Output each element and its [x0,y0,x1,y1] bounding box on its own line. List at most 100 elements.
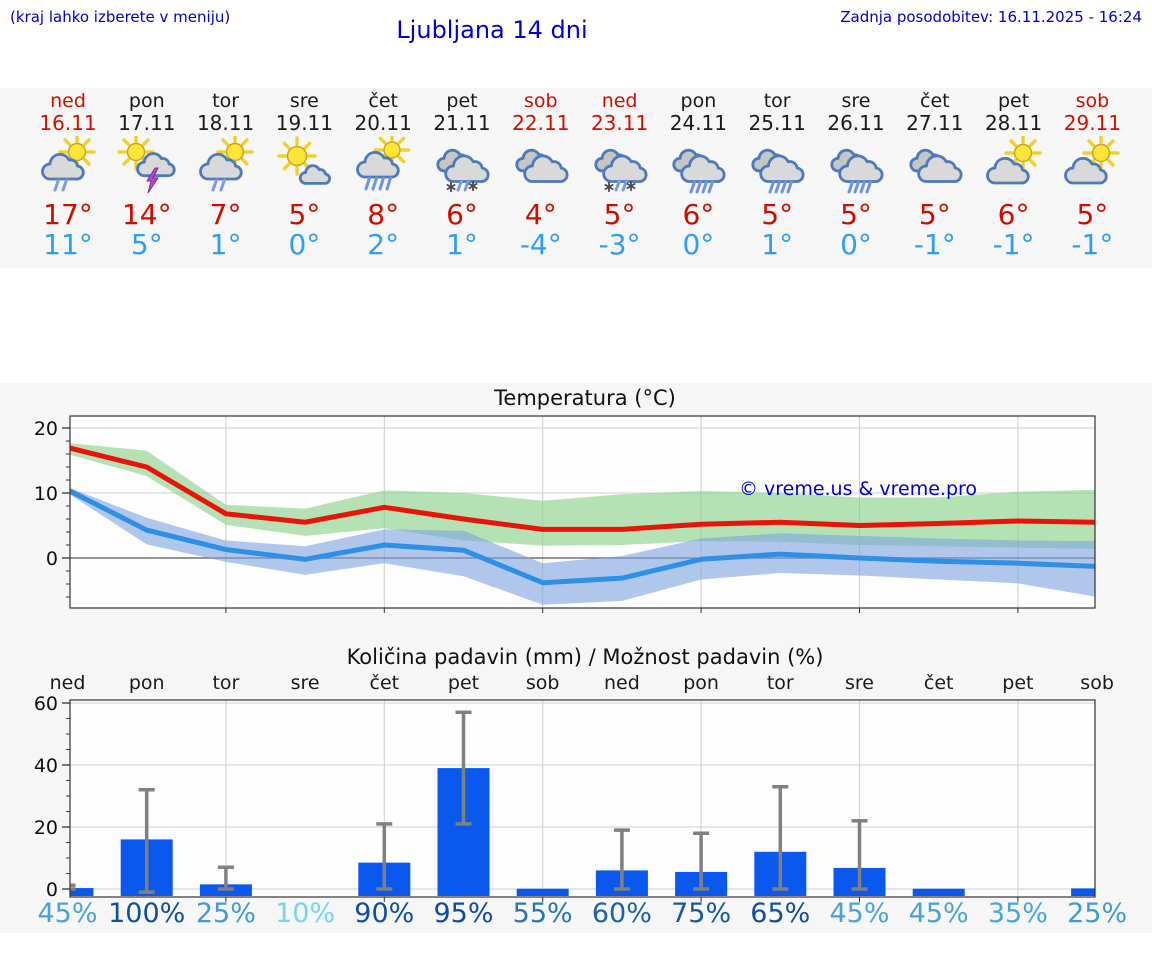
precip-error-bar [217,865,234,891]
precipitation-chart: 0 20 40 60 [34,693,1096,902]
day-name: tor [212,90,240,112]
day-name: pet [446,90,478,112]
day-max-temp: 5° [288,198,321,231]
day-date: 17.11 [118,111,176,135]
day-max-temp: 5° [761,198,794,231]
day-cell: sob 22.11 4° -4° [498,90,584,260]
precip-day-label: pet [1002,672,1034,694]
precip-probability-label: 10% [275,898,336,929]
sun-cloud-icon [1064,134,1121,185]
precip-probability-label: 100% [108,898,186,929]
charts-figure: 0 10 20 0 20 40 60 [0,383,1152,933]
temperature-chart-title: Temperatura (°C) [494,386,676,410]
day-max-temp: 6° [997,198,1030,231]
day-cell: čet 27.11 5° -1° [892,90,978,260]
precip-probability-label: 95% [433,898,494,929]
day-name: tor [763,90,791,112]
day-cell: ned 23.11 5° -3° [577,90,663,260]
day-name: čet [368,90,398,112]
page-title: Ljubljana 14 dni [396,16,588,44]
day-date: 25.11 [748,111,806,135]
day-min-temp: -1° [1071,228,1114,261]
precip-probability-label: 45% [829,898,890,929]
sun-cloud-icon [985,134,1042,185]
clouds-rain-icon [672,148,726,194]
day-name: čet [920,90,950,112]
day-max-temp: 5° [1076,198,1109,231]
day-name: pon [128,90,165,112]
precip-day-label: ned [603,672,640,694]
day-min-temp: 0° [840,228,872,261]
day-date: 18.11 [196,111,255,135]
day-min-temp: -3° [598,228,641,261]
precip-day-label: tor [766,672,794,694]
precip-probability-label: 55% [512,898,573,929]
day-name: sre [841,90,871,112]
day-cell: sob 29.11 5° -1° [1049,90,1135,260]
precip-error-bar [693,831,710,891]
sun-cloud-rain-icon [41,133,96,192]
sun-small-cloud-icon [277,136,332,185]
last-update-text: Zadnja posodobitev: 16.11.2025 - 16:24 [840,8,1142,26]
day-cell: sre 26.11 5° 0° [813,90,899,260]
precip-bar [70,888,94,896]
precip-error-bar [455,710,472,826]
day-min-temp: 1° [761,228,794,261]
precip-probability-label: 65% [750,898,811,929]
temp-ytick-label: 10 [34,483,58,505]
day-cell: ned 16.11 17° 11° [25,90,111,260]
precip-probability-label: 35% [987,898,1048,929]
day-date: 23.11 [590,111,649,135]
day-min-temp: 0° [682,228,715,261]
precip-day-label: čet [369,672,400,694]
day-date: 29.11 [1063,111,1122,135]
day-max-temp: 6° [682,198,715,231]
precip-day-label: sob [1080,672,1114,694]
day-cell: sre 19.11 5° 0° [261,90,347,260]
day-date: 20.11 [354,111,412,135]
precipitation-chart-title: Količina padavin (mm) / Možnost padavin … [346,645,824,669]
sun-cloud-rain-icon [198,133,254,192]
min-temperature-line [70,488,1095,586]
precip-probability-label: 60% [591,898,652,929]
temp-ytick-label: 0 [46,548,58,570]
charts-svg: 0 10 20 0 20 40 60 [34,415,1096,902]
day-name: sre [289,90,319,112]
day-max-temp: 14° [121,198,172,231]
temp-ytick-label: 20 [34,418,58,440]
day-date: 16.11 [39,111,97,135]
day-cell: tor 25.11 5° 1° [734,90,820,260]
day-cell: čet 20.11 8° 2° [340,90,426,260]
day-min-temp: 1° [446,228,478,261]
precip-error-bar [851,819,868,891]
precip-probability-label: 25% [1067,898,1128,929]
day-date: 26.11 [827,111,885,135]
day-max-temp: 5° [918,198,951,231]
precip-day-label: pon [128,672,165,694]
clouds-icon [515,148,569,183]
day-date: 19.11 [275,111,334,135]
clouds-icon [909,148,963,183]
temperature-chart: 0 10 20 [34,415,1096,613]
precip-ytick-label: 60 [34,693,58,715]
precip-day-label: pet [447,672,480,694]
precip-error-bar [772,784,789,891]
day-date: 21.11 [433,111,491,135]
precip-ytick-label: 40 [34,755,58,777]
day-cell: pon 24.11 6° 0° [655,90,741,260]
precip-probability-label: 90% [354,898,415,929]
day-max-temp: 8° [367,198,400,231]
day-min-temp: -1° [992,228,1035,261]
sun-cloud-heavy-rain-icon [356,131,411,191]
precip-ytick-label: 20 [34,817,58,839]
day-min-temp: -1° [913,228,956,261]
precip-day-label: tor [212,672,240,694]
precip-error-bar [376,822,393,891]
day-name: pet [997,90,1030,112]
clouds-rain-icon [830,148,884,194]
precip-bar [1071,888,1095,896]
precip-probability-label: 25% [195,898,256,929]
clouds-sleet-icon [593,148,648,193]
precip-day-label: sob [525,672,560,694]
